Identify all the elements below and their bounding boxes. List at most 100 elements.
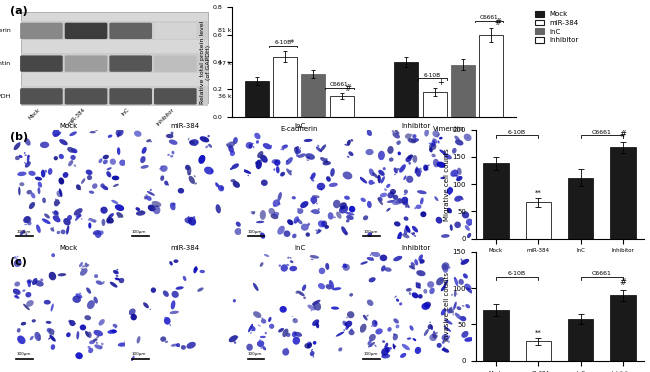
- Ellipse shape: [399, 302, 402, 305]
- Ellipse shape: [194, 182, 197, 185]
- Ellipse shape: [390, 201, 392, 203]
- Ellipse shape: [233, 181, 240, 188]
- Ellipse shape: [318, 208, 320, 210]
- Ellipse shape: [44, 300, 51, 305]
- Ellipse shape: [48, 168, 53, 175]
- Ellipse shape: [414, 235, 416, 237]
- Ellipse shape: [328, 212, 333, 219]
- Ellipse shape: [58, 154, 64, 159]
- Ellipse shape: [465, 225, 470, 231]
- Ellipse shape: [441, 308, 447, 315]
- Ellipse shape: [414, 207, 417, 209]
- Ellipse shape: [174, 259, 179, 263]
- Ellipse shape: [126, 343, 127, 346]
- Ellipse shape: [346, 326, 349, 328]
- Ellipse shape: [54, 199, 60, 206]
- Text: #: #: [619, 278, 627, 288]
- Ellipse shape: [445, 319, 452, 325]
- Ellipse shape: [359, 177, 367, 183]
- Ellipse shape: [231, 163, 239, 169]
- Ellipse shape: [307, 156, 310, 159]
- Ellipse shape: [161, 175, 164, 181]
- Ellipse shape: [87, 300, 95, 309]
- Ellipse shape: [17, 256, 19, 257]
- Ellipse shape: [289, 266, 297, 271]
- Ellipse shape: [88, 346, 91, 349]
- Text: #: #: [494, 18, 501, 27]
- Y-axis label: Migrative cell counts: Migrative cell counts: [443, 148, 450, 221]
- Ellipse shape: [465, 304, 470, 308]
- Ellipse shape: [143, 302, 149, 308]
- Ellipse shape: [151, 201, 161, 207]
- Ellipse shape: [331, 307, 339, 310]
- Ellipse shape: [49, 335, 56, 341]
- Ellipse shape: [326, 158, 328, 160]
- Ellipse shape: [404, 189, 408, 194]
- Bar: [330, 96, 354, 116]
- Ellipse shape: [115, 327, 116, 328]
- Ellipse shape: [116, 269, 118, 270]
- Ellipse shape: [169, 140, 177, 145]
- Ellipse shape: [51, 253, 55, 257]
- Y-axis label: Relative total protein level
(of GAPDH): Relative total protein level (of GAPDH): [200, 20, 211, 104]
- Ellipse shape: [411, 134, 412, 135]
- Ellipse shape: [88, 222, 92, 229]
- Text: 6-10B: 6-10B: [508, 272, 526, 276]
- Text: Mock: Mock: [28, 107, 42, 120]
- Text: Inhibitor: Inhibitor: [155, 107, 176, 126]
- Ellipse shape: [204, 140, 207, 141]
- Ellipse shape: [75, 214, 82, 218]
- Ellipse shape: [27, 155, 30, 157]
- Text: 100μm: 100μm: [16, 352, 31, 356]
- Ellipse shape: [380, 254, 387, 261]
- Ellipse shape: [429, 288, 435, 294]
- Ellipse shape: [442, 341, 445, 344]
- Ellipse shape: [260, 336, 266, 338]
- FancyBboxPatch shape: [65, 23, 107, 39]
- Ellipse shape: [412, 226, 418, 232]
- Ellipse shape: [177, 188, 184, 193]
- Text: 6-10B: 6-10B: [424, 73, 441, 78]
- Ellipse shape: [324, 225, 329, 229]
- Ellipse shape: [110, 158, 116, 165]
- Ellipse shape: [421, 199, 423, 202]
- Ellipse shape: [367, 340, 372, 345]
- Ellipse shape: [51, 344, 55, 350]
- Ellipse shape: [150, 189, 151, 191]
- Ellipse shape: [304, 343, 310, 349]
- Ellipse shape: [273, 212, 280, 217]
- Bar: [568, 177, 593, 239]
- Ellipse shape: [393, 132, 400, 138]
- Ellipse shape: [37, 335, 40, 337]
- Ellipse shape: [60, 230, 66, 234]
- Ellipse shape: [111, 200, 118, 204]
- Ellipse shape: [317, 229, 320, 231]
- Ellipse shape: [396, 141, 401, 145]
- Ellipse shape: [318, 283, 325, 289]
- Ellipse shape: [218, 185, 224, 192]
- Ellipse shape: [286, 264, 289, 266]
- Ellipse shape: [296, 219, 302, 224]
- FancyBboxPatch shape: [65, 55, 107, 72]
- Ellipse shape: [125, 340, 126, 342]
- Ellipse shape: [350, 328, 353, 331]
- Ellipse shape: [153, 205, 161, 214]
- Ellipse shape: [94, 330, 103, 336]
- Ellipse shape: [374, 344, 376, 347]
- Ellipse shape: [461, 259, 469, 265]
- Ellipse shape: [418, 286, 421, 289]
- Ellipse shape: [52, 129, 60, 137]
- Ellipse shape: [260, 154, 268, 163]
- Ellipse shape: [27, 279, 32, 283]
- Text: 36 kDa: 36 kDa: [218, 94, 240, 99]
- Ellipse shape: [146, 139, 151, 142]
- Ellipse shape: [131, 314, 137, 320]
- Ellipse shape: [76, 184, 81, 190]
- Ellipse shape: [39, 337, 40, 340]
- Ellipse shape: [311, 349, 313, 351]
- Ellipse shape: [103, 160, 108, 164]
- Ellipse shape: [382, 354, 390, 359]
- Ellipse shape: [147, 191, 155, 196]
- Ellipse shape: [367, 133, 370, 135]
- Ellipse shape: [55, 199, 57, 200]
